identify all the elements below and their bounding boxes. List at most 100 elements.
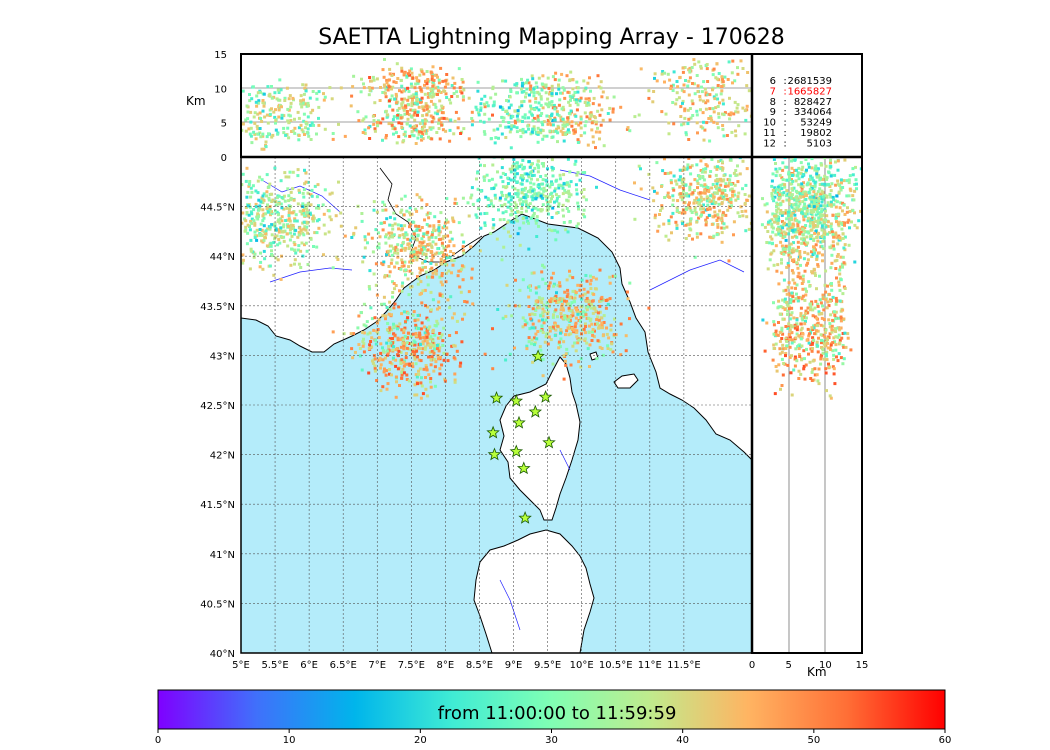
lightning-source xyxy=(702,167,706,171)
lightning-source xyxy=(624,349,628,353)
lightning-source xyxy=(265,244,269,248)
lightning-source xyxy=(559,328,563,332)
lightning-source-altitude xyxy=(574,98,578,102)
lightning-source xyxy=(241,258,245,262)
lightning-source-altitude xyxy=(432,117,436,121)
lightning-source xyxy=(441,226,445,230)
lightning-source xyxy=(262,249,266,253)
lightning-source-altitude xyxy=(663,71,667,75)
lightning-source xyxy=(413,350,417,354)
lightning-source-altitude xyxy=(254,137,258,141)
lightning-source-altitude xyxy=(513,83,517,87)
lightning-source-altitude xyxy=(639,67,643,71)
lightning-source-altitude xyxy=(553,116,557,120)
lightning-source xyxy=(426,243,430,246)
lightning-source-altitude xyxy=(540,112,544,115)
lightning-source xyxy=(236,232,239,235)
lightning-source-side xyxy=(815,373,819,377)
lightning-source xyxy=(633,217,637,221)
lightning-source-altitude xyxy=(299,123,303,127)
lightning-source-altitude xyxy=(596,109,600,113)
lightning-source xyxy=(539,194,543,198)
lightning-source xyxy=(600,295,604,299)
lightning-source-altitude xyxy=(402,139,406,143)
lightning-source-side xyxy=(835,355,838,359)
lightning-source-altitude xyxy=(746,71,750,74)
lightning-source xyxy=(541,318,544,322)
lightning-source-side xyxy=(838,236,842,239)
lightning-source-altitude xyxy=(734,134,738,138)
lightning-source-altitude xyxy=(669,84,673,88)
lightning-source xyxy=(400,284,404,288)
lightning-source xyxy=(522,195,526,199)
lightning-source-side xyxy=(809,228,813,232)
lightning-source-altitude xyxy=(602,144,606,148)
lightning-source-altitude xyxy=(515,83,519,87)
lightning-source-altitude xyxy=(515,82,519,86)
lightning-source-side xyxy=(775,208,779,212)
lightning-source xyxy=(532,187,535,191)
lightning-source xyxy=(421,340,425,344)
lightning-source xyxy=(570,327,574,330)
lightning-source-altitude xyxy=(274,108,277,112)
lightning-source xyxy=(625,290,629,294)
lightning-source xyxy=(216,230,219,233)
lightning-source-side xyxy=(814,329,818,333)
lightning-source-altitude xyxy=(443,90,447,93)
lightning-source xyxy=(564,333,567,337)
count-stations: 12 xyxy=(763,138,776,149)
lightning-source xyxy=(418,331,422,335)
lightning-source xyxy=(711,199,715,203)
lightning-source xyxy=(403,224,407,228)
lightning-source xyxy=(501,211,505,215)
lightning-source xyxy=(745,167,749,171)
lightning-source xyxy=(711,193,714,197)
lightning-source-altitude xyxy=(512,125,516,129)
lightning-source-altitude xyxy=(438,137,442,141)
count-stations: 11 xyxy=(763,128,776,139)
longitude-tick: 8°E xyxy=(437,660,455,671)
lightning-source-altitude xyxy=(405,110,409,113)
lightning-source-side xyxy=(829,189,833,193)
lightning-source xyxy=(244,206,248,209)
lightning-source xyxy=(574,183,578,187)
lightning-source xyxy=(293,248,297,252)
lightning-source-altitude xyxy=(653,76,656,80)
lightning-source xyxy=(330,191,334,195)
lightning-source xyxy=(255,238,259,242)
latitude-tick: 40.5°N xyxy=(200,599,235,610)
latitude-tick-labels: 40°N40.5°N41°N41.5°N42°N42.5°N43°N43.5°N… xyxy=(200,203,235,660)
lightning-source xyxy=(306,180,310,184)
lightning-source xyxy=(500,258,504,262)
lightning-source-altitude xyxy=(291,129,295,133)
lightning-source xyxy=(721,213,725,217)
lightning-source xyxy=(393,251,397,255)
lightning-source xyxy=(589,278,593,282)
lightning-source xyxy=(406,237,410,241)
lightning-source-side xyxy=(791,188,795,192)
lightning-source-altitude xyxy=(509,146,513,150)
lightning-source xyxy=(405,378,409,381)
lightning-source xyxy=(460,264,464,268)
lightning-source xyxy=(356,326,360,330)
lightning-source-side xyxy=(798,252,802,256)
lightning-source xyxy=(253,252,257,256)
lightning-source-altitude xyxy=(427,135,430,139)
lightning-source xyxy=(395,204,399,208)
lightning-source-altitude xyxy=(430,77,434,81)
lightning-source-side xyxy=(796,345,800,349)
lightning-source xyxy=(715,185,719,189)
lightning-source-altitude xyxy=(367,86,371,89)
lightning-source-side xyxy=(790,331,794,335)
lightning-source xyxy=(428,337,432,341)
lightning-source xyxy=(296,248,300,252)
lightning-source xyxy=(563,299,566,303)
lightning-source xyxy=(591,275,595,279)
lightning-source xyxy=(527,160,531,164)
lightning-source xyxy=(531,360,535,364)
lightning-source xyxy=(425,339,429,343)
lightning-source xyxy=(455,202,459,205)
lightning-source-altitude xyxy=(599,80,603,84)
lightning-source-altitude xyxy=(274,128,278,132)
lightning-source xyxy=(413,319,417,323)
